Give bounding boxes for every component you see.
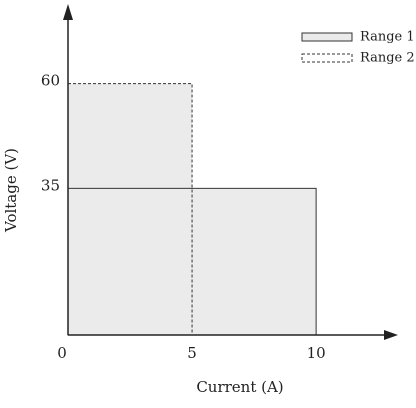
legend-swatch <box>301 53 353 63</box>
x-tick-label: 0 <box>57 344 67 362</box>
x-axis-arrow <box>384 330 398 340</box>
legend-swatch <box>301 32 353 42</box>
x-tick-label: 5 <box>187 344 197 362</box>
x-axis-label: Current (A) <box>196 378 283 396</box>
x-tick-label: 10 <box>307 344 326 362</box>
legend-label: Range 1 <box>360 30 415 45</box>
y-axis-label: Voltage (V) <box>2 148 20 233</box>
y-tick-label: 60 <box>41 72 60 90</box>
y-tick-label: 35 <box>41 176 60 194</box>
legend-label: Range 2 <box>360 51 415 66</box>
range-fill <box>68 83 193 335</box>
y-axis-arrow <box>63 4 73 20</box>
